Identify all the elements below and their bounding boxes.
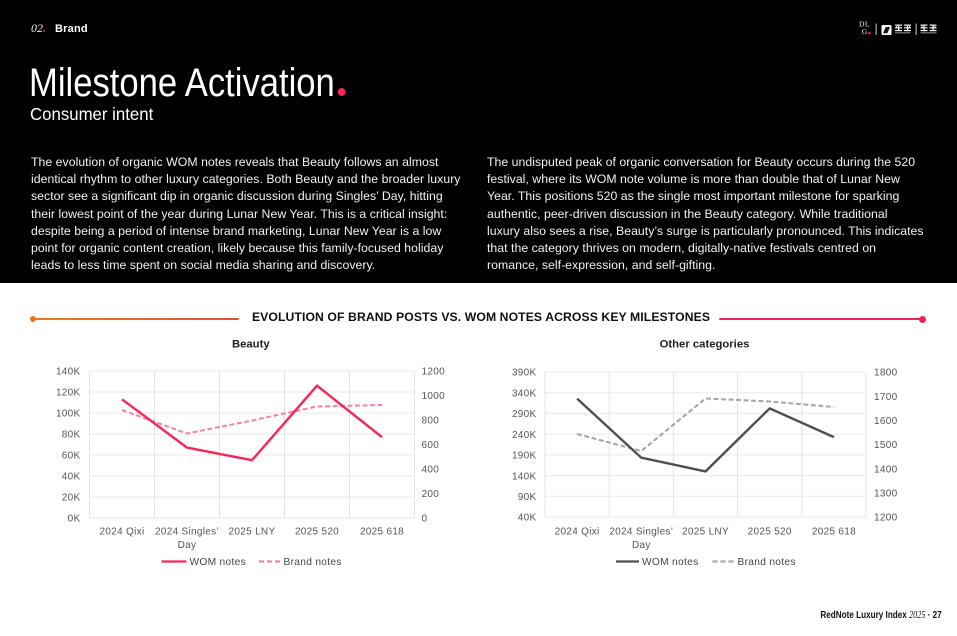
svg-text:2024 Qixi: 2024 Qixi [100,527,145,538]
svg-text:190K: 190K [512,451,537,462]
svg-text:400: 400 [422,465,440,476]
svg-text:0: 0 [422,514,428,525]
svg-text:1000: 1000 [422,391,446,402]
svg-text:100K: 100K [56,409,81,420]
svg-text:2025 618: 2025 618 [812,527,856,538]
svg-text:1800: 1800 [874,368,898,379]
svg-text:DL: DL [859,20,870,29]
svg-text:1600: 1600 [874,416,898,427]
svg-text:2024 Qixi: 2024 Qixi [555,527,600,538]
svg-text:1300: 1300 [874,489,898,500]
svg-text:2024 Singles’: 2024 Singles’ [155,527,219,538]
svg-text:2025 LNY: 2025 LNY [682,527,729,538]
svg-text:2025 520: 2025 520 [295,527,339,538]
svg-text:WOM notes: WOM notes [190,557,246,568]
svg-text:240K: 240K [512,430,537,441]
svg-text:1200: 1200 [422,367,446,378]
svg-text:Day: Day [632,540,651,551]
svg-text:90K: 90K [518,492,537,503]
svg-text:WOM notes: WOM notes [642,557,698,568]
svg-text:40K: 40K [518,513,537,524]
svg-text:1400: 1400 [874,464,898,475]
svg-text:1200: 1200 [874,513,898,524]
svg-text:2025 520: 2025 520 [748,527,792,538]
svg-text:290K: 290K [512,409,537,420]
svg-text:2025 618: 2025 618 [360,527,404,538]
svg-text:Brand notes: Brand notes [284,557,342,568]
svg-text:40K: 40K [62,472,81,483]
svg-text:20K: 20K [62,493,81,504]
svg-text:200: 200 [422,489,440,500]
svg-text:80K: 80K [62,430,81,441]
svg-text:2024 Singles’: 2024 Singles’ [609,527,673,538]
svg-text:Beauty: Beauty [232,338,270,350]
svg-text:0K: 0K [68,514,81,525]
svg-text:800: 800 [422,416,440,427]
svg-text:120K: 120K [56,388,81,399]
svg-text:1700: 1700 [874,392,898,403]
svg-text:1500: 1500 [874,440,898,451]
svg-text:Brand notes: Brand notes [738,557,796,568]
svg-text:140K: 140K [512,471,537,482]
svg-text:G: G [862,27,868,36]
svg-text:Other categories: Other categories [660,338,750,350]
svg-text:390K: 390K [512,368,537,379]
svg-text:Day: Day [178,540,197,551]
svg-text:340K: 340K [512,388,537,399]
svg-text:600: 600 [422,440,440,451]
svg-text:2025 LNY: 2025 LNY [229,527,276,538]
svg-text:60K: 60K [62,451,81,462]
svg-text:140K: 140K [56,367,81,378]
